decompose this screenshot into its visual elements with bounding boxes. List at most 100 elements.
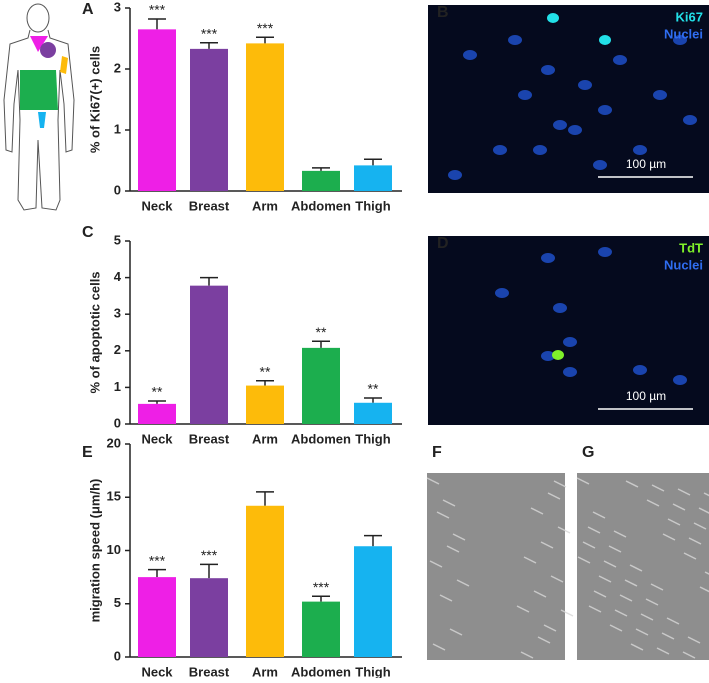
- x-tick-label: Neck: [141, 431, 173, 446]
- cell: [520, 651, 534, 659]
- y-tick-label: 5: [114, 232, 121, 247]
- cell: [426, 477, 440, 485]
- nucleus: [568, 125, 582, 135]
- cell: [672, 503, 686, 511]
- cell: [587, 526, 601, 534]
- cell: [446, 545, 460, 553]
- nucleus: [553, 120, 567, 130]
- y-axis-label: % of apoptotic cells: [87, 271, 102, 393]
- y-tick-label: 0: [114, 648, 121, 663]
- bar: [138, 577, 176, 657]
- nucleus: [553, 303, 567, 313]
- cell: [429, 560, 443, 568]
- cell: [439, 594, 453, 602]
- panel-label: C: [82, 224, 94, 241]
- y-axis-label: % of Ki67(+) cells: [87, 46, 102, 153]
- cell: [666, 617, 680, 625]
- x-tick-label: Neck: [141, 198, 173, 213]
- nucleus: [598, 105, 612, 115]
- nucleus: [673, 375, 687, 385]
- nucleus: [541, 253, 555, 263]
- bar: [302, 347, 340, 424]
- cell: [608, 545, 622, 553]
- cell: [619, 594, 633, 602]
- bar: [190, 285, 228, 424]
- cell: [683, 552, 697, 560]
- cell: [677, 488, 691, 496]
- x-tick-label: Abdomen: [291, 198, 351, 213]
- x-tick-label: Breast: [189, 431, 230, 446]
- x-tick-label: Abdomen: [291, 431, 351, 446]
- cell: [625, 480, 639, 488]
- cell: [646, 499, 660, 507]
- cell: [588, 605, 602, 613]
- bar: [246, 505, 284, 657]
- bar: [138, 403, 176, 424]
- x-tick-label: Thigh: [355, 198, 390, 213]
- cell: [651, 484, 665, 492]
- significance: **: [316, 324, 327, 340]
- panel-label: G: [582, 444, 594, 461]
- stained-cell: [552, 350, 564, 360]
- cell: [543, 624, 557, 632]
- x-tick-label: Breast: [189, 198, 230, 213]
- x-tick-label: Neck: [141, 664, 173, 678]
- significance: ***: [201, 25, 218, 41]
- cell: [537, 636, 551, 644]
- significance: ***: [257, 20, 274, 36]
- cell: [442, 499, 456, 507]
- body-diagram: [3, 3, 75, 211]
- significance: **: [260, 364, 271, 380]
- cell: [699, 586, 709, 593]
- panel-label: F: [432, 444, 442, 461]
- bar: [246, 385, 284, 424]
- cell: [650, 583, 664, 591]
- cell: [613, 530, 627, 538]
- bar: [190, 578, 228, 657]
- nucleus: [463, 50, 477, 60]
- significance: ***: [149, 2, 166, 18]
- micrograph: [428, 236, 709, 425]
- significance: ***: [201, 547, 218, 563]
- cell: [598, 575, 612, 583]
- cell: [553, 480, 567, 488]
- cell: [667, 518, 681, 526]
- bar: [246, 43, 284, 191]
- cell: [687, 636, 701, 644]
- y-axis-label: migration speed (μm/h): [87, 479, 102, 623]
- bar: [354, 165, 392, 191]
- nucleus: [578, 80, 592, 90]
- cell: [547, 492, 561, 500]
- cell: [688, 537, 702, 545]
- nucleus: [541, 351, 555, 361]
- cell: [576, 477, 590, 485]
- cell: [624, 579, 638, 587]
- significance: ***: [313, 579, 330, 595]
- cell: [582, 541, 596, 549]
- stained-cell: [599, 35, 611, 45]
- nucleus: [493, 145, 507, 155]
- cell: [693, 522, 707, 530]
- cell: [603, 560, 617, 568]
- cell: [593, 590, 607, 598]
- stain-legend: Ki67: [676, 9, 703, 24]
- x-tick-label: Breast: [189, 664, 230, 678]
- y-tick-label: 4: [114, 269, 122, 284]
- panel-label: D: [437, 235, 449, 252]
- cell: [704, 571, 709, 575]
- cell: [436, 511, 450, 519]
- bar: [302, 170, 340, 191]
- nucleus: [541, 65, 555, 75]
- y-tick-label: 0: [114, 182, 121, 197]
- nucleus: [563, 367, 577, 377]
- cell: [592, 511, 606, 519]
- significance: **: [368, 381, 379, 397]
- cell: [432, 643, 446, 651]
- cell: [540, 541, 554, 549]
- y-tick-label: 0: [114, 415, 121, 430]
- bar: [138, 29, 176, 191]
- y-tick-label: 15: [107, 489, 121, 504]
- y-tick-label: 2: [114, 342, 121, 357]
- nucleus: [495, 288, 509, 298]
